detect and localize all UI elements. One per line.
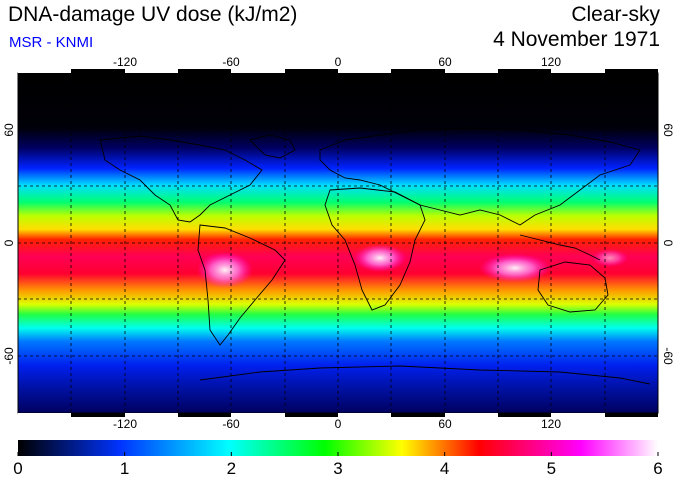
colorbar-label: 5 xyxy=(546,459,557,478)
lat-label-right: -60 xyxy=(661,347,675,365)
date-label: 4 November 1971 xyxy=(493,28,660,51)
lon-label-top: 0 xyxy=(335,55,342,69)
lat-label-left: -60 xyxy=(2,347,16,365)
lon-label-bottom: -120 xyxy=(113,417,137,431)
colorbar-label: 3 xyxy=(333,459,343,478)
lat-label-right: 0 xyxy=(661,240,675,247)
lat-label-right: 60 xyxy=(661,123,675,137)
lat-label-left: 0 xyxy=(2,239,16,246)
map-frame xyxy=(17,69,659,417)
sky-condition-label: Clear-sky xyxy=(571,3,660,26)
lon-label-bottom: 0 xyxy=(335,417,342,431)
colorbar-label: 2 xyxy=(226,459,237,478)
lon-label-top: -60 xyxy=(222,55,240,69)
coastlines xyxy=(99,127,651,385)
colorbar-label: 0 xyxy=(13,459,23,478)
colorbar-ticks xyxy=(17,452,659,456)
colorbar-label: 6 xyxy=(653,459,663,478)
colorbar-label: 1 xyxy=(119,459,130,478)
lon-label-top: 120 xyxy=(541,55,561,69)
graticule xyxy=(18,73,658,413)
lon-label-bottom: 60 xyxy=(438,417,452,431)
lon-label-bottom: -60 xyxy=(222,417,240,431)
lon-label-top: 60 xyxy=(438,55,452,69)
lon-label-bottom: 120 xyxy=(541,417,561,431)
data-source-label: MSR - KNMI xyxy=(9,34,94,51)
map-title: DNA-damage UV dose (kJ/m2) xyxy=(8,3,298,26)
colorbar xyxy=(18,440,658,456)
colorbar-label: 4 xyxy=(439,459,450,478)
lon-label-top: -120 xyxy=(113,55,137,69)
lat-label-left: 60 xyxy=(2,123,16,137)
